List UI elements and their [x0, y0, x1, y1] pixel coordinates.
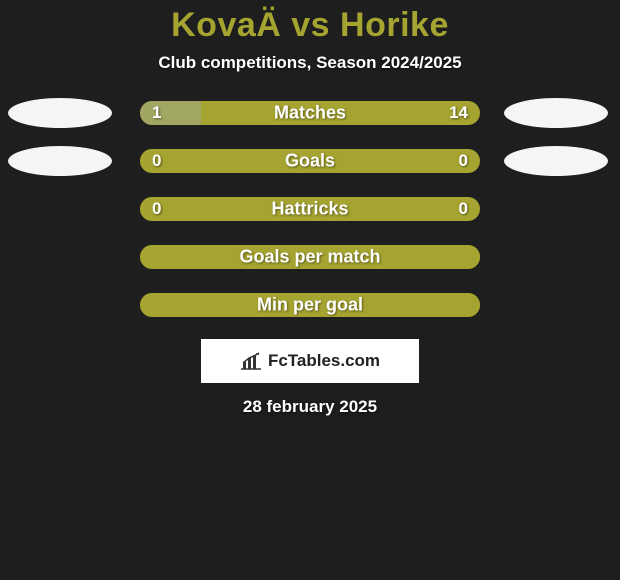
- stat-rows: 1 14 Matches 0 0 Goals 0 0 Hattricks Goals per ma…: [0, 101, 620, 317]
- stat-label: Goals: [285, 151, 335, 172]
- logo-text: FcTables.com: [268, 351, 380, 371]
- stat-row: Min per goal: [0, 293, 620, 317]
- stat-bar: Min per goal: [140, 293, 480, 317]
- stat-row: 0 0 Hattricks: [0, 197, 620, 221]
- left-value: 1: [152, 103, 161, 123]
- logo-box: FcTables.com: [201, 339, 419, 383]
- stat-row: 1 14 Matches: [0, 101, 620, 125]
- bar-chart-icon: [240, 352, 262, 370]
- comparison-card: KovaÄ vs Horike Club competitions, Seaso…: [0, 0, 620, 580]
- stat-row: 0 0 Goals: [0, 149, 620, 173]
- right-value: 0: [459, 151, 468, 171]
- stat-label: Goals per match: [239, 247, 380, 268]
- bar-fill-left: [140, 101, 201, 125]
- stat-label: Hattricks: [271, 199, 348, 220]
- stat-bar: Goals per match: [140, 245, 480, 269]
- right-value: 0: [459, 199, 468, 219]
- player-ellipse-left: [8, 98, 112, 128]
- stat-bar: 1 14 Matches: [140, 101, 480, 125]
- page-title: KovaÄ vs Horike: [0, 0, 620, 45]
- player-ellipse-right: [504, 146, 608, 176]
- subtitle: Club competitions, Season 2024/2025: [0, 53, 620, 73]
- stat-row: Goals per match: [0, 245, 620, 269]
- left-value: 0: [152, 151, 161, 171]
- footer-date: 28 february 2025: [0, 397, 620, 417]
- left-value: 0: [152, 199, 161, 219]
- stat-bar: 0 0 Goals: [140, 149, 480, 173]
- player-ellipse-left: [8, 146, 112, 176]
- stat-bar: 0 0 Hattricks: [140, 197, 480, 221]
- player-ellipse-right: [504, 98, 608, 128]
- stat-label: Matches: [274, 103, 346, 124]
- right-value: 14: [449, 103, 468, 123]
- stat-label: Min per goal: [257, 295, 363, 316]
